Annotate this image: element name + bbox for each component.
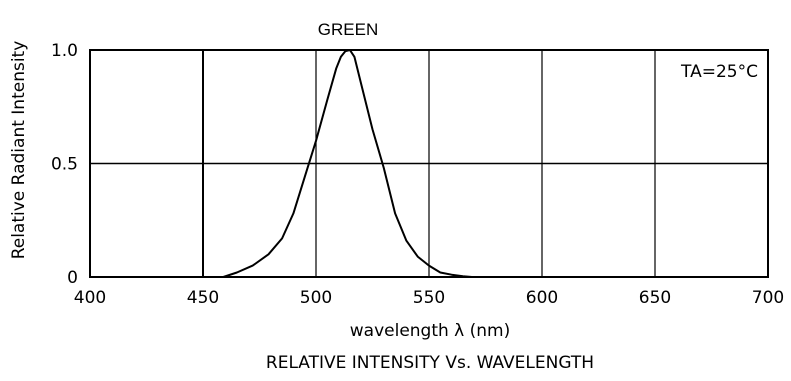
y-tick-label: 0.5 — [51, 155, 78, 175]
series-line — [222, 49, 473, 278]
x-tick-label: 650 — [639, 288, 671, 308]
x-axis-label: wavelength λ (nm) — [350, 321, 511, 341]
y-axis-ticks: 0 0.5 1.0 — [51, 41, 78, 288]
y-tick-label: 0 — [67, 268, 78, 288]
x-tick-label: 700 — [752, 288, 784, 308]
x-tick-label: 500 — [300, 288, 332, 308]
x-axis-ticks: 400 450 500 550 600 650 700 — [74, 288, 784, 308]
x-tick-label: 450 — [187, 288, 219, 308]
grid — [90, 50, 768, 277]
y-axis-label: Relative Radiant Intensity — [9, 41, 29, 260]
y-tick-label: 1.0 — [51, 41, 78, 61]
x-tick-label: 400 — [74, 288, 106, 308]
chart-title: GREEN — [318, 20, 378, 39]
x-tick-label: 600 — [526, 288, 558, 308]
chart-caption: RELATIVE INTENSITY Vs. WAVELENGTH — [266, 353, 594, 373]
temperature-annotation: TA=25°C — [680, 62, 758, 82]
x-tick-label: 550 — [413, 288, 445, 308]
